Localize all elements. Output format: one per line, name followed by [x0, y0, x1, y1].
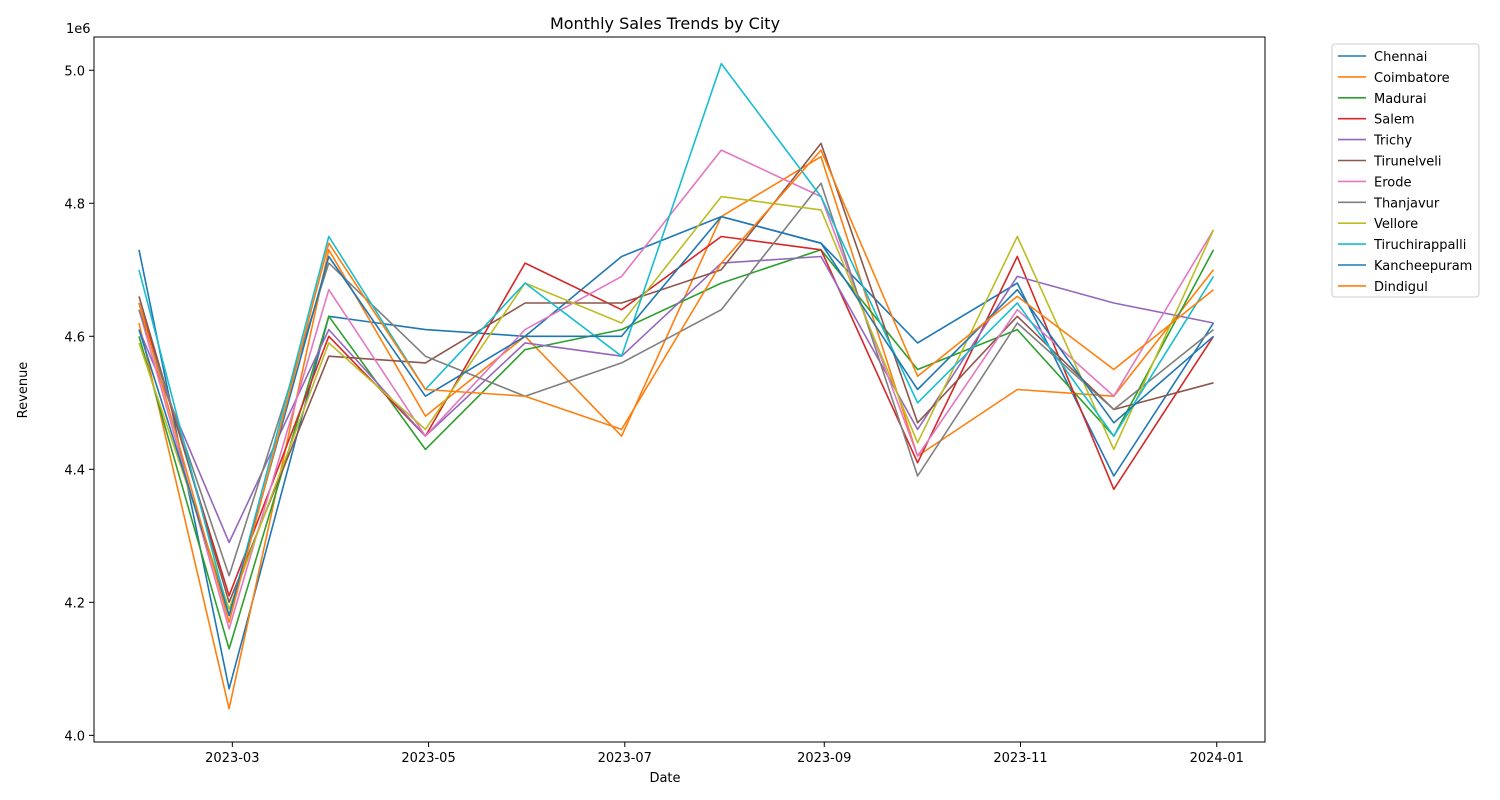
y-offset-label: 1e6: [66, 22, 91, 37]
plot-frame: [93, 36, 1266, 743]
x-tick-label: 2023-05: [401, 751, 455, 766]
series-line-salem: [138, 235, 1215, 597]
legend-entry: Chennai: [1374, 50, 1427, 65]
series-line-tiruchirappalli: [138, 62, 1215, 617]
x-tick-label: 2023-07: [598, 751, 652, 766]
legend-entry: Erode: [1374, 175, 1411, 190]
y-tick-label: 4.2: [64, 596, 85, 611]
legend-entry: Salem: [1374, 113, 1415, 128]
y-axis: 4.0 4.2 4.4 4.6 4.8 5.0: [64, 64, 94, 744]
y-tick-label: 4.4: [64, 463, 85, 478]
y-tick-label: 4.6: [64, 330, 85, 345]
legend-entry: Madurai: [1374, 92, 1427, 107]
x-tick-label: 2023-09: [797, 751, 851, 766]
x-tick-label: 2023-11: [993, 751, 1047, 766]
legend-entry: Thanjavur: [1373, 196, 1440, 211]
legend-entry: Coimbatore: [1374, 71, 1450, 86]
legend: Chennai Coimbatore Madurai Salem Trichy Tirun…: [1331, 43, 1480, 298]
y-axis-title: Revenue: [16, 362, 31, 419]
series-line-dindigul: [138, 149, 1214, 624]
legend-frame: [1331, 43, 1480, 298]
series-line-trichy: [138, 255, 1214, 544]
legend-entry: Vellore: [1374, 217, 1418, 232]
series-layer: [138, 62, 1215, 710]
y-tick-label: 4.8: [64, 197, 85, 212]
series-line-madurai: [138, 249, 1215, 650]
x-tick-label: 2024-01: [1190, 751, 1244, 766]
legend-entry: Tiruchirappalli: [1373, 238, 1466, 253]
series-line-kancheepuram: [138, 215, 1215, 617]
chart-title: Monthly Sales Trends by City: [550, 14, 780, 33]
series-line-vellore: [138, 195, 1215, 610]
series-line-tirunelveli: [138, 142, 1214, 604]
x-axis: 2023-03 2023-05 2023-07 2023-09 2023-11 2024-…: [205, 742, 1244, 766]
y-tick-label: 4.0: [64, 729, 85, 744]
y-tick-label: 5.0: [64, 64, 85, 79]
legend-entry: Tirunelveli: [1373, 155, 1442, 170]
legend-entry: Dindigul: [1374, 280, 1428, 295]
legend-entry: Trichy: [1373, 134, 1412, 149]
series-line-coimbatore: [138, 155, 1215, 710]
legend-entry: Kancheepuram: [1374, 259, 1472, 274]
x-tick-label: 2023-03: [205, 751, 259, 766]
x-axis-title: Date: [649, 771, 680, 786]
